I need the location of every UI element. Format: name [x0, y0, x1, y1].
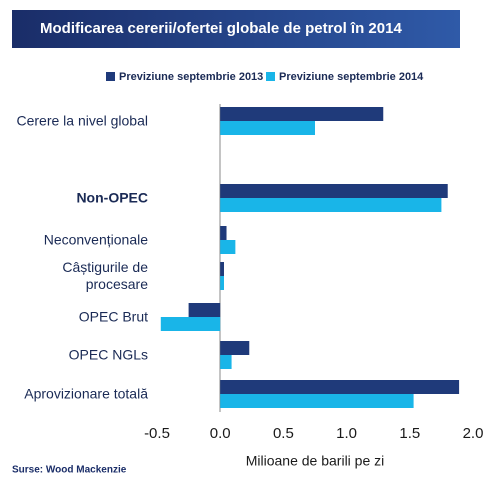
category-label: Aprovizionare totală [24, 385, 148, 402]
legend-swatch [266, 72, 275, 81]
bar [220, 355, 232, 369]
x-tick-label: 2.0 [463, 425, 484, 442]
bar [220, 394, 414, 408]
legend-label: Previziune septembrie 2014 [279, 71, 424, 83]
x-tick-label: -0.5 [144, 425, 170, 442]
bar [188, 303, 221, 317]
source: Surse: Wood Mackenzie [12, 465, 127, 476]
x-tick-label: 1.0 [336, 425, 357, 442]
category-label: Neconvenționale [43, 231, 148, 248]
bar [220, 262, 224, 276]
category-label: Cerere la nivel global [16, 112, 148, 129]
bar [220, 240, 236, 254]
bar [220, 276, 224, 290]
bar [220, 121, 315, 135]
category-label: Non-OPEC [76, 189, 148, 206]
x-tick-label: 0.0 [210, 425, 231, 442]
legend-swatch [106, 72, 115, 81]
bar [220, 184, 448, 198]
category-label: OPEC NGLs [68, 346, 148, 363]
bar [220, 341, 250, 355]
x-tick-label: 0.5 [273, 425, 294, 442]
bar [220, 107, 384, 121]
chart-title: Modificarea cererii/ofertei globale de p… [12, 10, 460, 48]
x-tick-label: 1.5 [399, 425, 420, 442]
x-axis-title: Milioane de barili pe zi [246, 453, 385, 469]
category-label: OPEC Brut [78, 308, 148, 325]
bar [220, 226, 227, 240]
bar [160, 317, 221, 331]
bar [220, 198, 442, 212]
bar [220, 380, 460, 394]
legend-label: Previziune septembrie 2013 [119, 71, 263, 83]
category-label: Câștigurile de procesare [62, 259, 148, 292]
